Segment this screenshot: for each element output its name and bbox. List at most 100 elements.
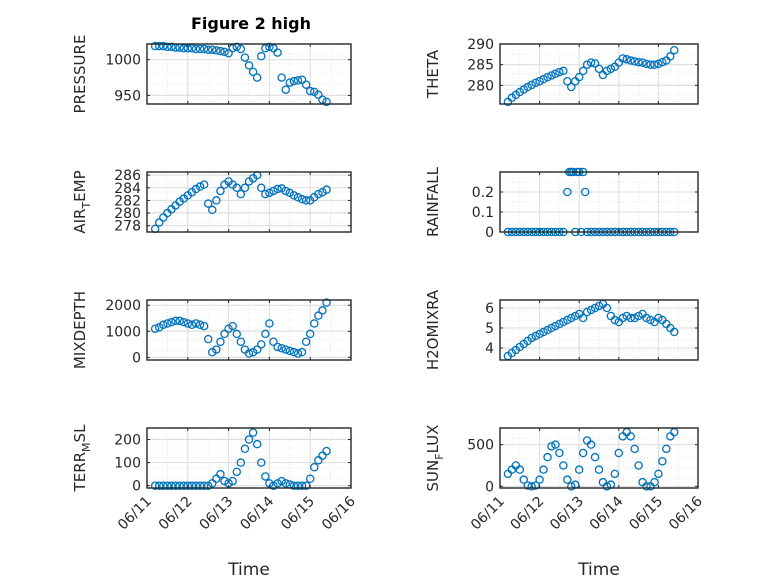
data-point — [216, 337, 225, 346]
data-point — [183, 481, 193, 490]
data-point — [590, 303, 600, 313]
data-point — [654, 59, 663, 69]
data-point — [212, 345, 221, 354]
data-points — [150, 170, 331, 234]
data-point — [634, 311, 643, 321]
data-point — [535, 475, 544, 484]
data-point — [567, 313, 576, 323]
data-point — [224, 49, 233, 58]
data-point — [289, 76, 299, 86]
y-tick-label: 0.2 — [472, 185, 494, 201]
data-point — [543, 325, 552, 335]
data-point — [293, 76, 303, 85]
x-tick-label: 06/11 — [115, 494, 155, 534]
y-tick-label: 278 — [114, 219, 141, 235]
data-point — [622, 55, 631, 64]
x-tick-label: 06/15 — [278, 494, 318, 534]
data-point — [220, 47, 229, 57]
data-point — [195, 44, 205, 54]
data-point — [626, 432, 635, 441]
data-point — [570, 311, 580, 321]
data-point — [256, 183, 266, 193]
data-point — [582, 307, 592, 317]
data-points — [503, 299, 679, 361]
data-point — [642, 313, 651, 323]
y-tick-label: 0 — [485, 479, 494, 495]
y-axis-label: PRESSURE — [71, 35, 89, 114]
data-point — [586, 58, 596, 67]
data-point — [240, 444, 250, 454]
data-point — [269, 337, 278, 346]
data-point — [195, 481, 205, 490]
data-point — [543, 72, 552, 82]
x-tick-label: 06/13 — [547, 494, 587, 534]
axes-frame — [146, 427, 352, 489]
data-point — [297, 194, 307, 204]
x-tick-label: 06/11 — [468, 494, 508, 534]
data-point — [159, 41, 168, 51]
data-point — [252, 439, 262, 449]
y-axis-label: MIXDEPTH — [71, 291, 89, 369]
data-point — [293, 193, 303, 202]
data-point — [297, 75, 307, 84]
data-point — [574, 465, 584, 474]
data-point — [519, 475, 529, 484]
data-point — [634, 461, 643, 470]
y-tick-label: 0 — [132, 350, 141, 366]
data-point — [281, 479, 290, 488]
data-point — [594, 301, 604, 311]
data-point — [531, 78, 540, 88]
data-point — [322, 298, 331, 307]
x-tick-label: 06/16 — [666, 493, 706, 533]
data-point — [269, 186, 278, 196]
y-tick-label: 290 — [467, 37, 494, 53]
data-point — [602, 303, 612, 313]
data-point — [626, 313, 635, 323]
axes-frame — [499, 171, 699, 233]
data-point — [191, 481, 201, 490]
data-point — [314, 189, 323, 199]
data-point — [273, 479, 282, 488]
data-point — [580, 187, 590, 197]
data-point — [281, 186, 290, 196]
data-point — [551, 321, 560, 331]
x-tick-label: 06/12 — [156, 494, 196, 534]
data-point — [305, 86, 315, 96]
data-point — [527, 333, 536, 343]
data-point — [289, 347, 299, 357]
data-point — [261, 472, 270, 481]
y-axis-label: H2OMIXRA — [424, 289, 442, 370]
data-point — [191, 319, 201, 328]
y-label-subscript: T — [80, 202, 93, 210]
y-label-subscript: M — [80, 442, 93, 452]
data-point — [179, 317, 188, 327]
data-point — [289, 481, 299, 490]
y-axis-label: SUNFLUX — [424, 425, 446, 492]
x-tick-label: 06/14 — [587, 493, 627, 533]
data-point — [203, 334, 213, 344]
data-point — [154, 218, 164, 227]
y-tick-label: 950 — [114, 88, 141, 104]
data-point — [261, 189, 270, 199]
data-point — [232, 183, 242, 193]
data-point — [658, 57, 667, 67]
data-point — [318, 306, 327, 315]
data-point — [297, 347, 307, 357]
data-point — [289, 191, 299, 200]
y-tick-label: 285 — [467, 58, 494, 74]
x-tick-label: 06/16 — [319, 493, 359, 533]
data-point — [159, 320, 168, 330]
data-point — [265, 42, 274, 52]
x-tick-label: 06/13 — [197, 494, 237, 534]
data-point — [630, 57, 639, 66]
data-point — [273, 48, 282, 57]
data-point — [220, 476, 229, 486]
data-point — [208, 205, 217, 215]
data-points — [150, 41, 331, 107]
data-point — [216, 186, 225, 196]
data-point — [244, 61, 254, 70]
y-tick-label: 1000 — [105, 53, 141, 69]
data-point — [220, 329, 229, 339]
data-point — [669, 327, 679, 337]
